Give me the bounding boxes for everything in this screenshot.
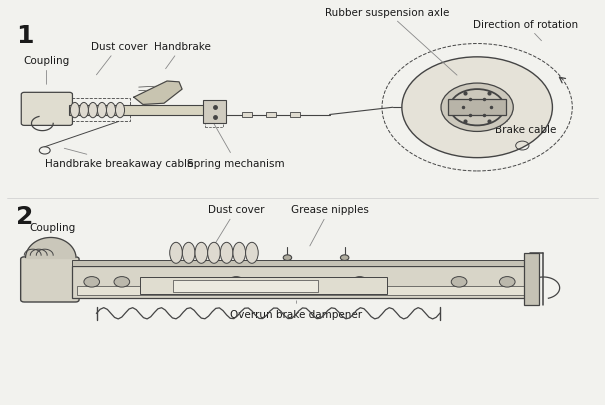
Bar (67, 98, 130, 121)
Ellipse shape (106, 103, 116, 118)
Text: Coupling: Coupling (30, 223, 76, 246)
Ellipse shape (79, 103, 88, 118)
Ellipse shape (208, 243, 220, 264)
Circle shape (441, 84, 513, 132)
Text: Spring mechanism: Spring mechanism (188, 118, 285, 168)
Bar (73, 261, 530, 266)
Circle shape (84, 277, 100, 288)
Text: Brake cable: Brake cable (495, 122, 556, 135)
Circle shape (114, 277, 129, 288)
Circle shape (283, 255, 292, 261)
Ellipse shape (220, 243, 233, 264)
Ellipse shape (88, 103, 97, 118)
Text: 2: 2 (16, 205, 33, 228)
Bar (524, 253, 538, 305)
FancyBboxPatch shape (21, 257, 79, 302)
Ellipse shape (170, 243, 182, 264)
Text: Dust cover: Dust cover (91, 42, 147, 76)
Bar (140, 277, 387, 294)
Ellipse shape (97, 103, 106, 118)
Ellipse shape (233, 243, 246, 264)
Circle shape (341, 255, 349, 261)
Ellipse shape (116, 103, 125, 118)
Text: Grease nipples: Grease nipples (290, 205, 368, 246)
Text: Dust cover: Dust cover (208, 205, 264, 246)
Ellipse shape (246, 243, 258, 264)
Bar (205, 123, 223, 128)
Ellipse shape (195, 243, 208, 264)
Text: 1: 1 (16, 23, 33, 47)
Circle shape (402, 58, 552, 158)
Circle shape (229, 277, 244, 288)
FancyBboxPatch shape (21, 93, 73, 126)
Bar (242, 113, 252, 118)
Text: Handbrake: Handbrake (154, 42, 211, 70)
Text: Overrun brake dampener: Overrun brake dampener (231, 301, 362, 319)
Bar (448, 100, 506, 116)
Polygon shape (134, 82, 182, 105)
Bar (69, 106, 214, 116)
Polygon shape (25, 238, 76, 259)
Circle shape (352, 277, 368, 288)
Text: Direction of rotation: Direction of rotation (473, 19, 578, 42)
Circle shape (499, 277, 515, 288)
Text: Coupling: Coupling (24, 56, 70, 85)
Ellipse shape (182, 243, 195, 264)
Bar (203, 101, 226, 123)
Bar (73, 266, 530, 298)
Text: Handbrake breakaway cable: Handbrake breakaway cable (45, 149, 193, 168)
Text: Rubber suspension axle: Rubber suspension axle (325, 8, 457, 76)
Bar (290, 113, 300, 118)
Bar (77, 286, 525, 295)
Bar (266, 113, 276, 118)
Circle shape (451, 277, 467, 288)
Ellipse shape (70, 103, 79, 118)
Bar (173, 281, 318, 292)
